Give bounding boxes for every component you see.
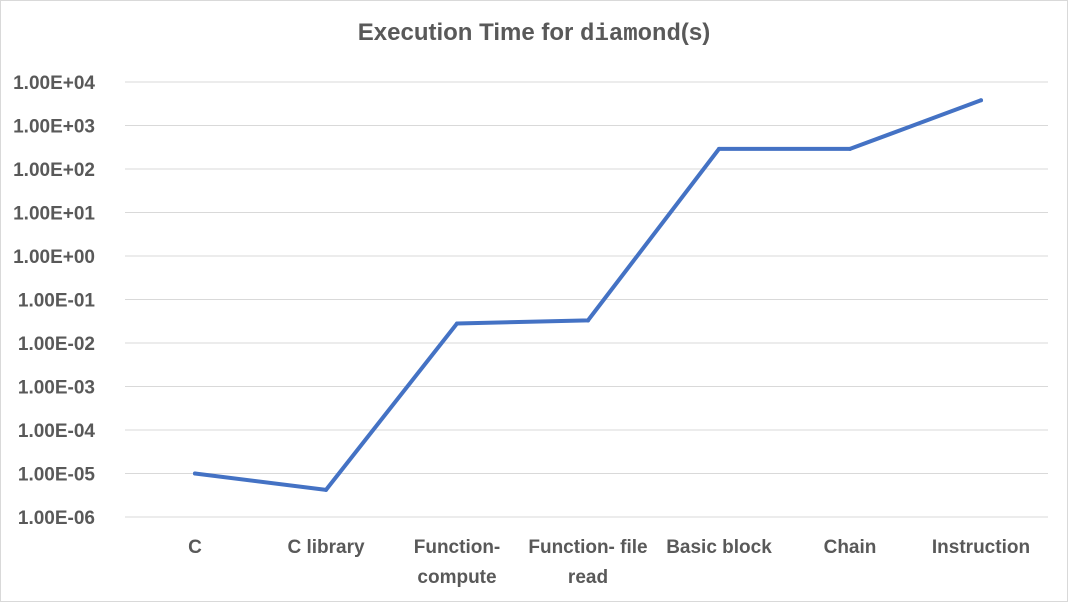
x-tick-label: Chain xyxy=(824,537,877,558)
x-tick-label: C xyxy=(188,537,202,558)
chart-title-suffix: (s) xyxy=(680,19,711,46)
y-tick-label: 1.00E-02 xyxy=(18,334,95,355)
y-axis-tick-labels: 1.00E-06 1.00E-05 1.00E-04 1.00E-03 1.00E-02… xyxy=(13,73,95,529)
y-tick-label: 1.00E-01 xyxy=(18,291,96,312)
series-layer xyxy=(193,98,983,492)
data-point xyxy=(455,321,459,326)
x-tick-label: Instruction xyxy=(932,537,1030,558)
y-tick-label: 1.00E+01 xyxy=(13,204,95,225)
data-point xyxy=(193,471,197,476)
x-tick-label: Basic block xyxy=(666,537,772,558)
series-line xyxy=(193,98,983,492)
y-tick-label: 1.00E-04 xyxy=(18,421,96,442)
y-tick-label: 1.00E+04 xyxy=(13,73,95,94)
x-axis-category-labels: C C library Function-compute Function- file… xyxy=(188,537,1030,588)
x-tick-label: C library xyxy=(287,537,365,558)
x-tick-label: Function-compute xyxy=(414,537,501,588)
data-point xyxy=(979,98,983,103)
y-tick-label: 1.00E+02 xyxy=(13,160,95,181)
chart-title-code: diamond xyxy=(580,21,681,48)
gridlines xyxy=(125,81,1048,518)
y-tick-label: 1.00E-06 xyxy=(18,508,95,529)
data-point xyxy=(324,487,328,492)
y-tick-label: 1.00E+03 xyxy=(13,117,95,138)
x-tick-label: Function- file read xyxy=(528,537,647,588)
data-point xyxy=(848,146,852,151)
chart-title: Execution Time for diamond(s) xyxy=(1,19,1067,48)
y-tick-label: 1.00E-05 xyxy=(18,465,96,486)
chart-title-prefix: Execution Time for xyxy=(357,19,581,46)
y-tick-label: 1.00E-03 xyxy=(18,378,95,399)
data-point xyxy=(717,146,721,151)
y-tick-label: 1.00E+00 xyxy=(13,247,95,268)
data-point xyxy=(586,318,590,323)
